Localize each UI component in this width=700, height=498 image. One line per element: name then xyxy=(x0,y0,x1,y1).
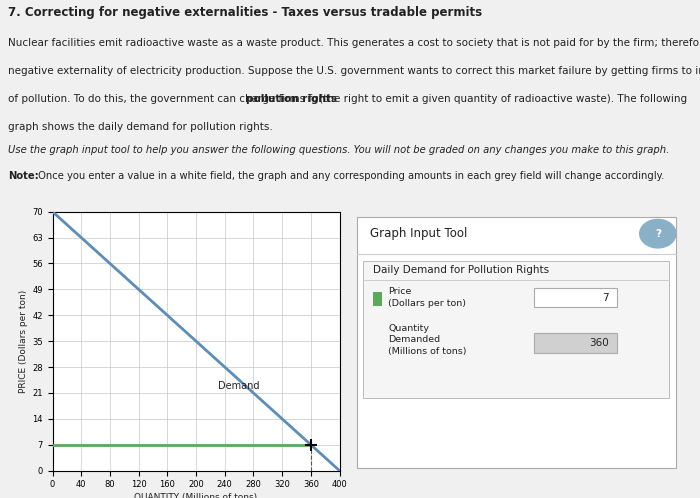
Text: negative externality of electricity production. Suppose the U.S. government want: negative externality of electricity prod… xyxy=(8,66,700,76)
Text: Graph Input Tool: Graph Input Tool xyxy=(370,227,468,240)
Circle shape xyxy=(640,220,676,248)
Text: Price
(Dollars per ton): Price (Dollars per ton) xyxy=(388,287,466,307)
Text: Once you enter a value in a white field, the graph and any corresponding amounts: Once you enter a value in a white field,… xyxy=(35,171,664,181)
Text: Quantity
Demanded
(Millions of tons): Quantity Demanded (Millions of tons) xyxy=(388,324,466,356)
Text: of pollution. To do this, the government can charge firms for: of pollution. To do this, the government… xyxy=(8,94,326,104)
FancyBboxPatch shape xyxy=(373,292,382,306)
X-axis label: QUANTITY (Millions of tons): QUANTITY (Millions of tons) xyxy=(134,494,258,498)
FancyBboxPatch shape xyxy=(363,261,669,398)
Text: graph shows the daily demand for pollution rights.: graph shows the daily demand for polluti… xyxy=(8,122,273,131)
FancyBboxPatch shape xyxy=(357,217,676,468)
Text: pollution rights: pollution rights xyxy=(246,94,337,104)
Text: Daily Demand for Pollution Rights: Daily Demand for Pollution Rights xyxy=(373,265,550,275)
Text: 7: 7 xyxy=(602,293,608,303)
FancyBboxPatch shape xyxy=(535,288,617,307)
Text: 360: 360 xyxy=(589,338,608,348)
Text: Use the graph input tool to help you answer the following questions. You will no: Use the graph input tool to help you ans… xyxy=(8,145,670,155)
Y-axis label: PRICE (Dollars per ton): PRICE (Dollars per ton) xyxy=(19,289,28,393)
FancyBboxPatch shape xyxy=(535,333,617,353)
Text: 7. Correcting for negative externalities - Taxes versus tradable permits: 7. Correcting for negative externalities… xyxy=(8,6,482,19)
Text: Demand: Demand xyxy=(218,381,259,391)
Text: Nuclear facilities emit radioactive waste as a waste product. This generates a c: Nuclear facilities emit radioactive wast… xyxy=(8,38,700,48)
Text: (the right to emit a given quantity of radioactive waste). The following: (the right to emit a given quantity of r… xyxy=(316,94,687,104)
Text: Note:: Note: xyxy=(8,171,39,181)
Text: ?: ? xyxy=(654,229,661,239)
